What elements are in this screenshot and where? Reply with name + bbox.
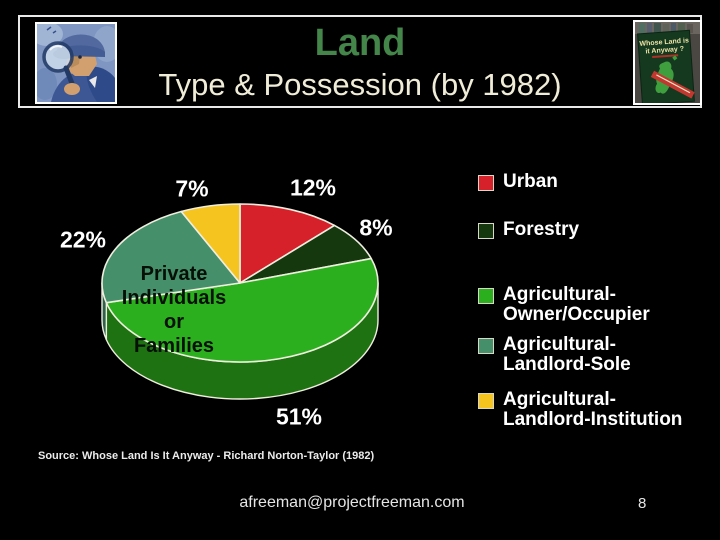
header: Land Type & Possession (by 1982) <box>18 15 702 108</box>
legend-swatch-urban <box>478 175 494 191</box>
legend-item-agricultural-owner-occupier: Agricultural- Owner/Occupier <box>478 285 716 325</box>
legend-label-urban: Urban <box>503 171 558 192</box>
detective-illustration <box>37 24 115 102</box>
legend-item-agricultural-landlord-sole: Agricultural- Landlord-Sole <box>478 335 716 375</box>
legend-label-agricultural-landlord-institution: Agricultural- Landlord-Institution <box>503 389 683 430</box>
legend-label-forestry: Forestry <box>503 219 580 240</box>
legend-item-forestry: Forestry <box>478 220 716 240</box>
pie-center-label: Private Individuals or Families <box>121 263 227 357</box>
pie-3d-svg <box>101 203 379 400</box>
pie-label-urban-pct: 12% <box>289 174 337 201</box>
legend-swatch-agricultural-owner-occupier <box>478 288 494 304</box>
detective-image <box>35 22 117 104</box>
legend-swatch-agricultural-landlord-sole <box>478 338 494 354</box>
legend-item-agricultural-landlord-institution: Agricultural- Landlord-Institution <box>478 390 716 430</box>
page-title: Land <box>314 21 406 64</box>
legend-label-agricultural-landlord-sole: Agricultural- Landlord-Sole <box>503 334 631 375</box>
legend-label-agricultural-owner-occupier: Agricultural- Owner/Occupier <box>503 284 650 325</box>
book-title-line-2: it Anyway ? <box>645 46 684 56</box>
book-cover-image: Whose Land is it Anyway ? <box>633 20 702 105</box>
page-subtitle: Type & Possession (by 1982) <box>158 66 562 102</box>
pie-label-landlord-sole-pct: 22% <box>59 226 107 253</box>
pie-label-owner-occupier-pct: 51% <box>275 403 323 430</box>
footer-email: afreeman@projectfreeman.com <box>239 494 465 511</box>
book-title-line-1: Whose Land is <box>639 37 689 47</box>
pie-label-landlord-institution-pct: 7% <box>175 175 209 202</box>
source-citation: Source: Whose Land Is It Anyway - Richar… <box>38 450 375 462</box>
legend-item-urban: Urban <box>478 172 716 192</box>
legend-swatch-forestry <box>478 223 494 239</box>
page-number: 8 <box>638 495 647 512</box>
legend-swatch-agricultural-landlord-institution <box>478 393 494 409</box>
pie-label-forestry-pct: 8% <box>359 214 393 241</box>
book-cover-illustration: Whose Land is it Anyway ? <box>635 22 700 103</box>
